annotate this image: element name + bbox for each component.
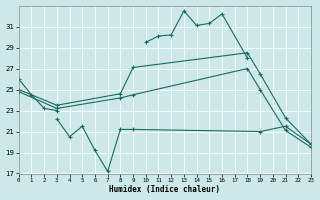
X-axis label: Humidex (Indice chaleur): Humidex (Indice chaleur) [109,185,220,194]
